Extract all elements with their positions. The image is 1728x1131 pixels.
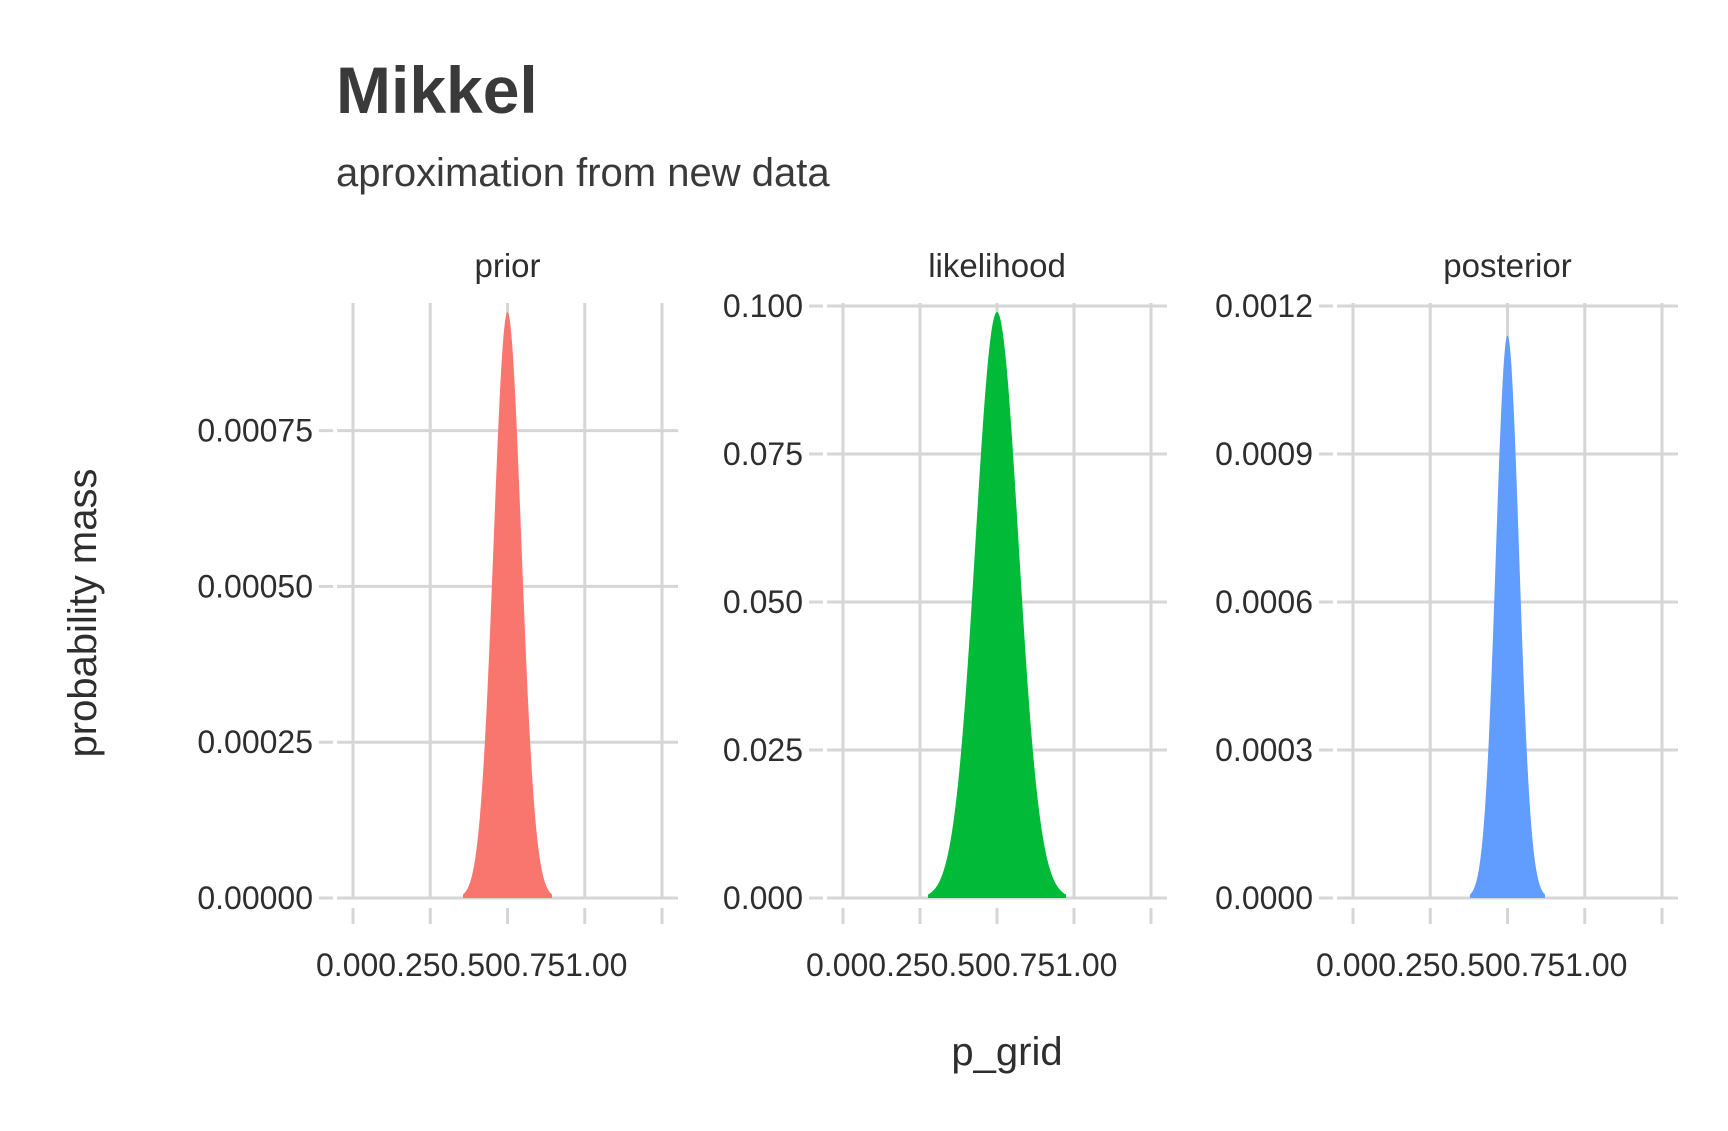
- y-tick-label: 0.0006: [1215, 584, 1313, 620]
- area-posterior: [1469, 335, 1546, 899]
- y-tick-label: 0.0009: [1215, 436, 1313, 472]
- x-tick-label: 0.00: [806, 947, 868, 983]
- x-tick-label: 0.75: [1503, 947, 1565, 983]
- x-tick-label: 1.00: [565, 947, 627, 983]
- area-likelihood: [928, 311, 1066, 898]
- facet-posterior: posterior0.000.250.500.751.000.00000.000…: [1215, 247, 1678, 983]
- x-tick-label: 0.50: [1441, 947, 1503, 983]
- y-tick-label: 0.0012: [1215, 288, 1313, 324]
- y-tick-label: 0.00025: [197, 724, 313, 760]
- x-tick-label: 0.00: [1316, 947, 1378, 983]
- x-tick-label: 0.50: [931, 947, 993, 983]
- facet-label-posterior: posterior: [1443, 247, 1571, 284]
- y-tick-label: 0.075: [723, 436, 803, 472]
- y-tick-label: 0.00000: [197, 880, 313, 916]
- chart-title: Mikkel: [336, 53, 538, 127]
- x-tick-label: 0.75: [503, 947, 565, 983]
- y-axis-title: probability mass: [61, 468, 105, 757]
- x-tick-labels: 0.000.250.500.751.00: [806, 947, 1117, 983]
- x-tick-label: 0.00: [316, 947, 378, 983]
- x-tick-label: 1.00: [1565, 947, 1627, 983]
- x-tick-label: 0.25: [378, 947, 440, 983]
- x-tick-label: 0.25: [868, 947, 930, 983]
- x-tick-label: 0.75: [993, 947, 1055, 983]
- y-tick-label: 0.025: [723, 732, 803, 768]
- y-tick-label: 0.050: [723, 584, 803, 620]
- y-tick-label: 0.0000: [1215, 880, 1313, 916]
- y-tick-label: 0.000: [723, 880, 803, 916]
- x-tick-label: 1.00: [1055, 947, 1117, 983]
- y-tick-label: 0.00050: [197, 568, 313, 604]
- area-prior: [463, 312, 552, 899]
- x-axis-title: p_grid: [951, 1030, 1062, 1074]
- facets-group: prior0.000.250.500.751.000.000000.000250…: [197, 247, 1678, 983]
- chart-subtitle: aproximation from new data: [336, 151, 830, 195]
- x-tick-label: 0.50: [441, 947, 503, 983]
- x-tick-label: 0.25: [1378, 947, 1440, 983]
- x-tick-labels: 0.000.250.500.751.00: [1316, 947, 1627, 983]
- y-tick-label: 0.100: [723, 288, 803, 324]
- y-tick-label: 0.00075: [197, 413, 313, 449]
- facet-likelihood: likelihood0.000.250.500.751.000.0000.025…: [723, 247, 1167, 983]
- y-tick-label: 0.0003: [1215, 732, 1313, 768]
- facet-prior: prior0.000.250.500.751.000.000000.000250…: [197, 247, 678, 983]
- x-tick-labels: 0.000.250.500.751.00: [316, 947, 627, 983]
- facet-label-prior: prior: [474, 247, 540, 284]
- facet-label-likelihood: likelihood: [928, 247, 1066, 284]
